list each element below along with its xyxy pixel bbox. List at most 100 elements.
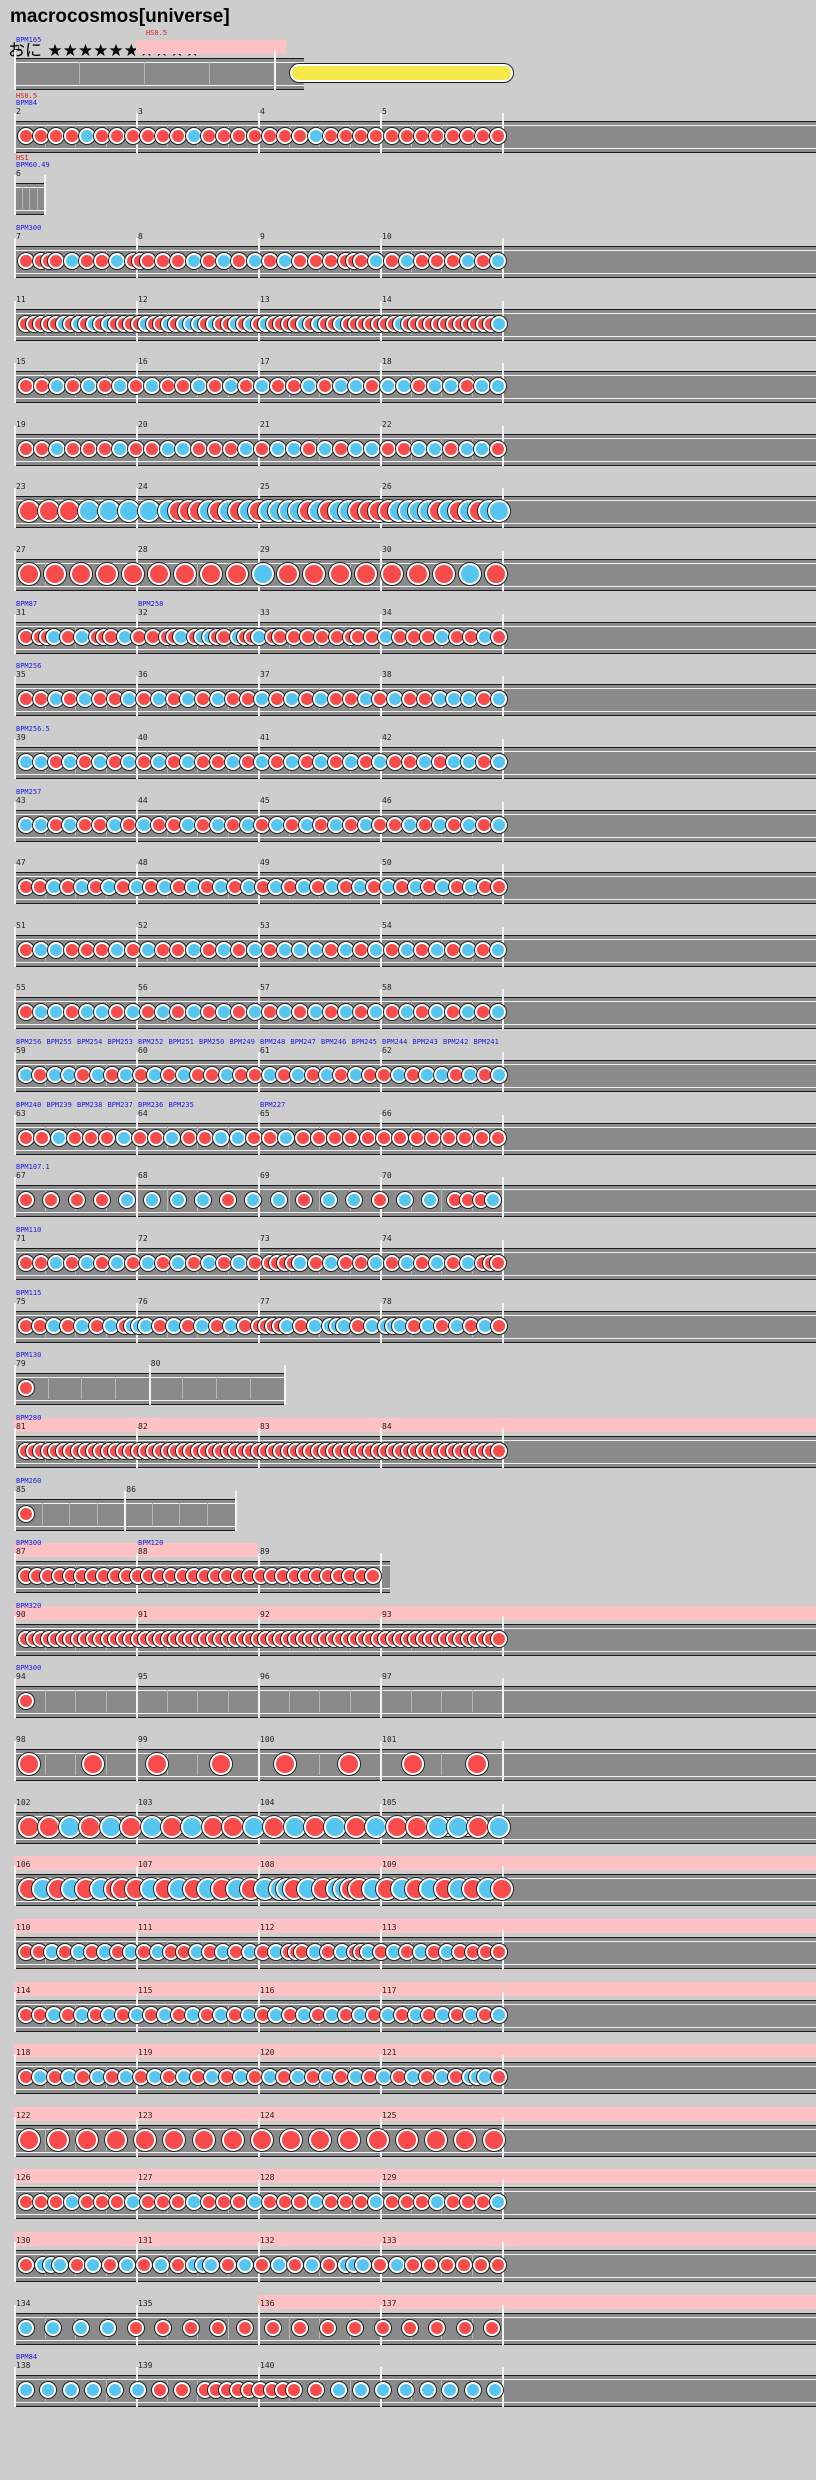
ka-note [51, 2257, 68, 2274]
ka-note [48, 1004, 65, 1021]
measure-line [14, 1365, 16, 1406]
don-note [322, 1004, 339, 1021]
don-note [175, 378, 192, 395]
measure-number: 122 [16, 2110, 31, 2120]
ka-note [159, 440, 176, 457]
don-note [338, 2128, 360, 2151]
measure-number: 60 [138, 1046, 148, 1056]
ka-note [245, 1192, 262, 1209]
bpm-change-label: BPM165 [16, 36, 42, 44]
beat-line [69, 1502, 71, 1525]
measure-number: 101 [382, 1735, 397, 1745]
measure-line [14, 1678, 16, 1719]
measure-number: 20 [138, 419, 148, 429]
measure-line [14, 2367, 16, 2408]
score-row: 39 40 41 42 BPM256.5 [0, 725, 816, 793]
don-note [414, 252, 431, 269]
ka-note [94, 1004, 111, 1021]
measure-line [14, 1553, 16, 1594]
don-note [444, 1255, 461, 1271]
score-row: 71 72 73 74 BPM110 [0, 1226, 816, 1294]
measure-number: 110 [16, 1922, 31, 1932]
measure-line [14, 363, 16, 404]
don-note [246, 1255, 263, 1271]
measure-number: 102 [16, 1797, 31, 1807]
don-note [489, 1129, 506, 1146]
ka-note [398, 1004, 415, 1021]
ka-note [270, 1192, 287, 1209]
hs-highlight [14, 2106, 136, 2121]
score-row: 118 119 120 121 [0, 2044, 816, 2108]
beat-line [151, 1502, 153, 1525]
don-note [357, 753, 374, 770]
don-note [490, 1255, 507, 1271]
measure-number: 105 [382, 1797, 397, 1807]
don-note [148, 1129, 165, 1146]
don-note [131, 1129, 148, 1146]
score-row: 55 56 57 58 [0, 979, 816, 1043]
don-note [124, 1255, 141, 1271]
score-row: 102 103 104 105 [0, 1794, 816, 1858]
don-note [94, 1255, 111, 1271]
don-note [91, 816, 108, 833]
don-note [414, 1004, 431, 1021]
don-note [239, 753, 256, 770]
hs-highlight [136, 1605, 258, 1620]
bpm-change-label: BPM237 [107, 1100, 133, 1109]
ka-note [348, 378, 365, 395]
ka-note [332, 378, 349, 395]
measure-line [14, 425, 16, 466]
measure-number: 97 [382, 1672, 392, 1682]
don-note [210, 1753, 232, 1776]
ka-note [292, 1255, 309, 1271]
measure-number: 124 [260, 2110, 275, 2120]
measure-number: 136 [260, 2298, 275, 2308]
beat-line [288, 2316, 290, 2339]
beat-line [319, 1189, 320, 1212]
measure-number: 62 [382, 1046, 392, 1056]
measure-number: 47 [16, 858, 26, 868]
ka-note [18, 2319, 34, 2336]
don-note [344, 1815, 367, 1838]
ka-note [246, 252, 263, 269]
don-note [231, 941, 248, 958]
don-note [327, 1129, 344, 1146]
don-note [379, 440, 396, 457]
don-note [343, 1129, 360, 1146]
don-note [416, 691, 433, 708]
beat-line [441, 1690, 442, 1713]
don-note [173, 563, 196, 586]
don-note [139, 252, 156, 269]
measure-number: 79 [16, 1359, 26, 1369]
hs-highlight [380, 1981, 816, 1996]
bpm-change-label: BPM300 [16, 1664, 42, 1673]
don-note [274, 1753, 296, 1776]
score-row: 59 60 61 62 BPM256 BPM255 BPM254 BPM253 BPM252 BP… [0, 1038, 816, 1106]
measure-line [14, 1490, 16, 1531]
measure-number: 8 [138, 231, 143, 241]
score-row: 51 52 53 54 [0, 917, 816, 981]
don-note [425, 2128, 448, 2151]
ka-note [112, 440, 129, 457]
measure-line [14, 676, 16, 717]
don-note [353, 1255, 370, 1271]
don-note [195, 816, 212, 833]
measure-number: 81 [16, 1421, 26, 1431]
measure-number: 33 [260, 607, 270, 617]
ka-note [292, 941, 309, 958]
ka-note [307, 2194, 324, 2211]
course-label: おに [8, 41, 42, 61]
ka-note [458, 440, 475, 457]
measure-number: 25 [260, 482, 270, 492]
bpm-change-label: BPM253 [107, 1038, 133, 1047]
hs-highlight [380, 2044, 816, 2059]
measure-number: 92 [260, 1609, 270, 1619]
don-note [150, 816, 167, 833]
drumroll-note [289, 64, 514, 82]
score-row: 114 115 116 117 [0, 1981, 816, 2046]
don-note [121, 563, 144, 586]
don-note [475, 753, 492, 770]
bpm-change-label: BPM115 [16, 1288, 42, 1297]
measure-number: 27 [16, 545, 26, 555]
don-note [43, 563, 66, 586]
